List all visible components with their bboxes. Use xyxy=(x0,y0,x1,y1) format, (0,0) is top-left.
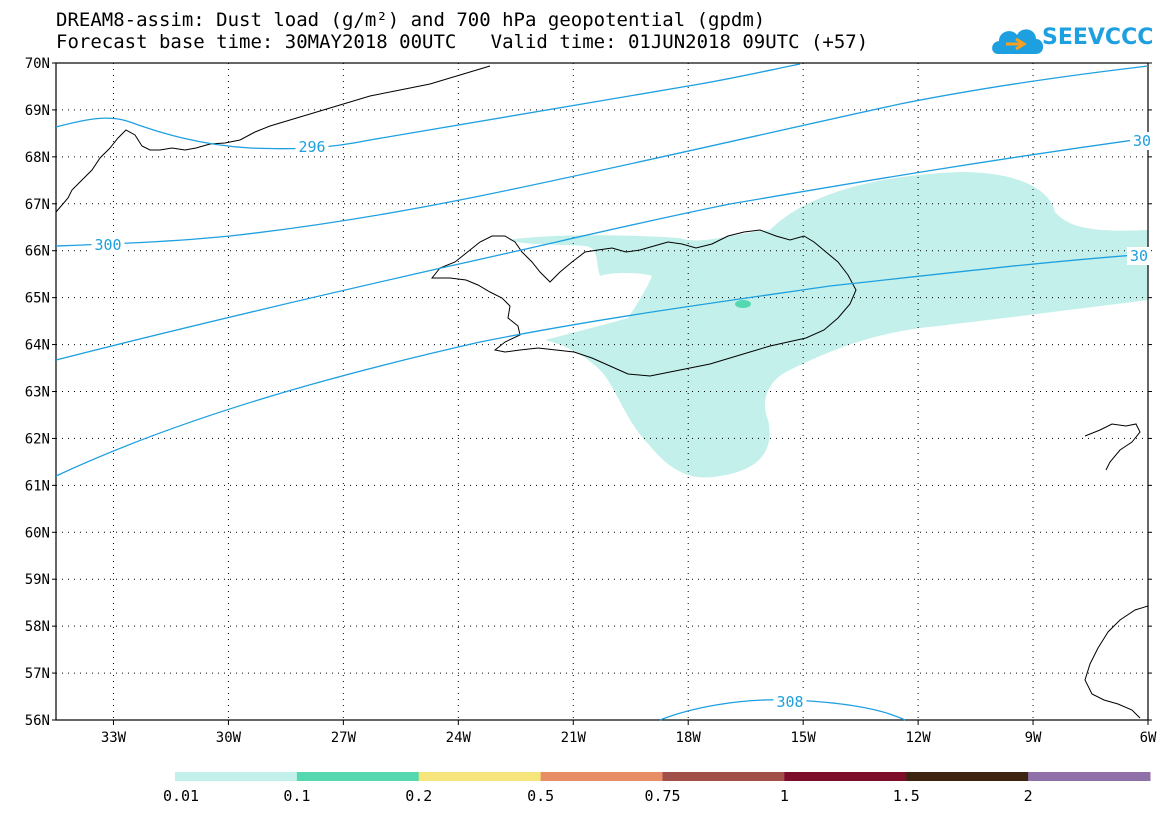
lat-label: 66N xyxy=(25,244,50,260)
colorbar-label: 1 xyxy=(780,787,789,805)
map-title: DREAM8-assim: Dust load (g/m²) and 700 h… xyxy=(56,9,766,31)
britain-coast xyxy=(1084,605,1149,719)
lon-label: 6W xyxy=(1140,730,1157,746)
colorbar-segment xyxy=(296,772,420,781)
lon-label: 15W xyxy=(791,730,817,746)
contour-label: 30 xyxy=(1130,247,1148,265)
contour-label: 30 xyxy=(1133,132,1151,150)
lat-label: 63N xyxy=(25,385,50,401)
greenland-coast xyxy=(55,65,491,213)
lon-label: 24W xyxy=(446,730,472,746)
lat-label: 59N xyxy=(25,572,50,588)
contour-label: 308 xyxy=(776,693,803,711)
lon-label: 21W xyxy=(561,730,587,746)
colorbar-label: 0.75 xyxy=(644,787,680,805)
lat-label: 64N xyxy=(25,338,50,354)
lat-label: 70N xyxy=(25,56,50,72)
geopotential-contour xyxy=(55,137,1149,361)
colorbar-label: 0.2 xyxy=(405,787,432,805)
lat-label: 68N xyxy=(25,150,50,166)
lat-label: 60N xyxy=(25,525,50,541)
lat-label: 57N xyxy=(25,666,50,682)
lon-label: 33W xyxy=(101,730,127,746)
colorbar-segment xyxy=(906,772,1029,781)
contour-label: 296 xyxy=(298,138,325,156)
dust-area xyxy=(508,172,1148,478)
geopotential-contour xyxy=(55,253,1149,477)
lat-label: 67N xyxy=(25,197,50,213)
lat-label: 61N xyxy=(25,478,50,494)
map-subtitle: Forecast base time: 30MAY2018 00UTC Vali… xyxy=(56,31,869,53)
map-frame xyxy=(55,62,1149,721)
cloud-logo-icon xyxy=(992,29,1044,54)
colorbar-segment xyxy=(784,772,907,781)
colorbar-segment xyxy=(1028,772,1151,781)
colorbar-segment xyxy=(662,772,785,781)
colorbar-segment xyxy=(540,772,663,781)
contour-label-bg xyxy=(295,138,329,156)
colorbar-segment xyxy=(418,772,542,781)
lat-label: 58N xyxy=(25,619,50,635)
geopotential-contour xyxy=(55,65,1149,247)
iceland-coast xyxy=(430,229,857,377)
faroe-coast xyxy=(1084,423,1141,471)
lon-label: 9W xyxy=(1025,730,1042,746)
contour-label-bg xyxy=(773,693,807,711)
colorbar-label: 0.1 xyxy=(283,787,310,805)
dust-core xyxy=(735,300,751,308)
colorbar-segment xyxy=(175,772,298,781)
contour-label: 300 xyxy=(94,236,121,254)
lat-label: 62N xyxy=(25,431,50,447)
contour-label-bg xyxy=(1130,132,1154,150)
colorbar-label: 0.5 xyxy=(527,787,554,805)
lon-label: 30W xyxy=(216,730,242,746)
lon-label: 18W xyxy=(676,730,702,746)
contour-label-bg xyxy=(1127,247,1151,265)
lat-label: 69N xyxy=(25,103,50,119)
lat-label: 65N xyxy=(25,291,50,307)
lon-label: 27W xyxy=(331,730,357,746)
colorbar-label: 1.5 xyxy=(893,787,920,805)
contour-label-bg xyxy=(91,236,125,254)
logo-text: SEEVCCC xyxy=(1042,25,1154,50)
colorbar-label: 2 xyxy=(1024,787,1033,805)
lat-label: 56N xyxy=(25,713,50,729)
colorbar-label: 0.01 xyxy=(163,787,199,805)
lon-label: 12W xyxy=(905,730,931,746)
geopotential-contour xyxy=(55,63,801,150)
